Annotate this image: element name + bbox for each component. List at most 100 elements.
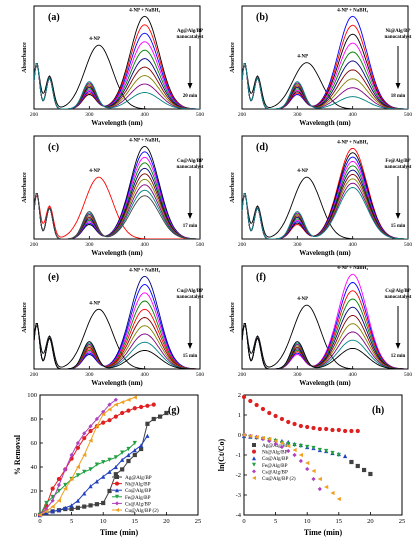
data-point [292, 421, 297, 427]
x-tick-label: 25 [195, 518, 202, 525]
data-point [157, 414, 163, 419]
data-point [279, 416, 285, 422]
x-tick-label: 400 [141, 372, 150, 378]
x-tick-label: 400 [349, 372, 358, 378]
series-ni-alg-bp [241, 394, 360, 434]
legend-label: Ni@Alg/BP [125, 482, 151, 488]
data-point [267, 436, 272, 442]
data-point [254, 402, 259, 408]
label-4np: 4-NP [89, 301, 100, 306]
legend-label: Fe@Alg/BP [262, 463, 288, 469]
data-point [113, 455, 118, 460]
legend-label: Co@Alg/BP [125, 488, 152, 494]
data-point [120, 467, 125, 472]
data-point [139, 443, 144, 448]
data-point [126, 397, 131, 402]
data-point [126, 452, 131, 458]
x-tick-label: 0 [242, 518, 245, 525]
data-point [50, 509, 55, 514]
spectrum-scan [242, 15, 408, 109]
plot-frame [33, 265, 201, 370]
panel-letter: (b) [256, 12, 268, 23]
data-point [286, 443, 291, 449]
x-tick-label: 10 [304, 518, 311, 525]
label-4np-nabh4: 4-NP + NaBH₄ [129, 138, 160, 143]
catalyst-label-sub: nanocatalyst [385, 165, 412, 170]
panel-letter: (h) [372, 405, 384, 416]
catalyst-label: Cs@Alg/BP [385, 289, 411, 294]
data-point [82, 469, 87, 474]
catalyst-label-sub: nanocatalyst [177, 165, 204, 170]
data-point [56, 488, 62, 494]
data-point [305, 424, 310, 430]
data-point [107, 418, 112, 423]
x-tick-label: 200 [30, 242, 39, 248]
data-point [75, 498, 81, 503]
label-4np-nabh4: 4-NP + NaBH₄ [129, 8, 160, 13]
x-tick-label: 20 [163, 518, 170, 525]
plot-frame [241, 265, 409, 370]
catalyst-label: Fe@Alg/BP [385, 159, 410, 164]
data-point [336, 452, 341, 458]
label-4np-nabh4: 4-NP + NaBH₄ [337, 266, 368, 271]
x-tick-label: 10 [100, 518, 107, 525]
panel-letter: (f) [256, 272, 266, 283]
data-point [50, 498, 55, 503]
data-point [279, 440, 285, 446]
panel-letter: (a) [48, 12, 60, 23]
data-point [88, 503, 93, 508]
data-point [361, 467, 367, 473]
spectrum-scan [34, 323, 200, 369]
catalyst-label-sub: nanocatalyst [177, 295, 204, 300]
data-point [292, 452, 297, 458]
y-tick-label: -2 [236, 472, 241, 479]
data-point [50, 494, 55, 500]
legend-marker [115, 501, 119, 506]
data-point [330, 450, 335, 456]
spectrum-4np [242, 62, 408, 109]
spectrum-scan [34, 58, 200, 109]
y-axis-label: Absorbance [22, 302, 28, 333]
spectrum-scan [34, 49, 200, 109]
spectrum-scan [242, 282, 408, 369]
spectrum-scan [242, 323, 408, 369]
data-point [305, 460, 310, 466]
spectrum-scan [34, 162, 200, 239]
x-tick-label: 5 [274, 518, 277, 525]
data-point [75, 473, 81, 478]
legend-marker [115, 488, 119, 493]
data-point [101, 474, 106, 479]
data-point [298, 452, 303, 458]
time-label: 18 min [391, 94, 406, 99]
x-tick-label: 500 [404, 372, 413, 378]
catalyst-label-sub: nanocatalyst [177, 35, 204, 40]
legend-marker [252, 469, 256, 474]
data-point [50, 486, 55, 491]
x-tick-label: 300 [85, 112, 94, 118]
data-point [330, 490, 335, 496]
x-axis-label: Wavelength (nm) [299, 379, 351, 387]
legend-marker [252, 449, 256, 454]
spectrum-scan [242, 323, 408, 369]
x-tick-label: 400 [349, 112, 358, 118]
spectrum-scan [34, 156, 200, 239]
data-point [94, 502, 99, 507]
x-tick-label: 300 [85, 242, 94, 248]
x-axis-label: Time (min) [100, 528, 139, 537]
data-point [336, 496, 341, 502]
catalyst-label: Ag@Alg/BP [177, 29, 203, 34]
legend-label: Fe@Alg/BP [125, 495, 151, 501]
spectrum-scan [242, 290, 408, 369]
data-point [126, 458, 131, 464]
y-axis-label: Absorbance [230, 302, 236, 333]
spectra-curves [242, 15, 408, 109]
spectra-curves [242, 273, 408, 369]
data-point [132, 406, 137, 411]
x-tick-label: 200 [30, 112, 39, 118]
data-point [107, 488, 112, 494]
spectrum-scan [242, 60, 408, 109]
data-point [75, 464, 81, 470]
x-tick-label: 300 [293, 372, 302, 378]
data-point [56, 482, 62, 488]
data-point [37, 512, 43, 518]
